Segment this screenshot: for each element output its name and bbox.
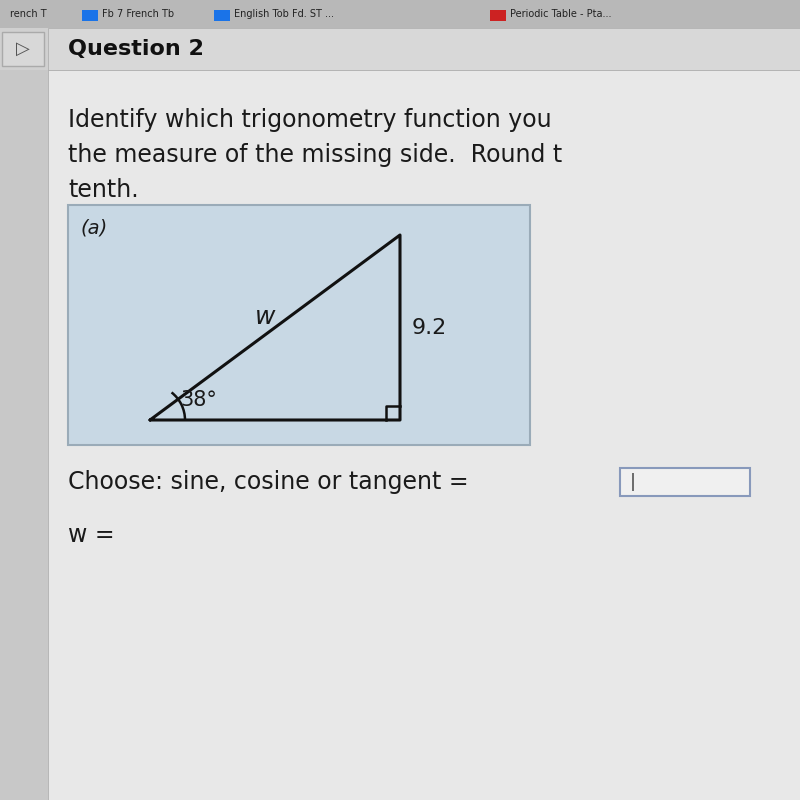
Text: (a): (a) [80,218,107,238]
FancyBboxPatch shape [620,468,750,496]
Text: English Tob Fd. ST ...: English Tob Fd. ST ... [234,9,334,19]
FancyBboxPatch shape [490,10,506,21]
Text: ▷: ▷ [16,40,30,58]
Text: w =: w = [68,523,114,547]
Text: tenth.: tenth. [68,178,138,202]
Text: Question 2: Question 2 [68,39,204,59]
FancyBboxPatch shape [214,10,230,21]
Text: 38°: 38° [180,390,217,410]
FancyBboxPatch shape [48,70,800,800]
Text: Choose: sine, cosine or tangent =: Choose: sine, cosine or tangent = [68,470,469,494]
FancyBboxPatch shape [0,0,800,28]
FancyBboxPatch shape [0,28,800,70]
Text: Fb 7 French Tb: Fb 7 French Tb [102,9,174,19]
FancyBboxPatch shape [2,32,44,66]
Text: the measure of the missing side.  Round t: the measure of the missing side. Round t [68,143,562,167]
Text: Identify which trigonometry function you: Identify which trigonometry function you [68,108,552,132]
FancyBboxPatch shape [68,205,530,445]
Text: Periodic Table - Pta...: Periodic Table - Pta... [510,9,611,19]
Text: w: w [255,306,275,330]
Text: rench T: rench T [10,9,46,19]
FancyBboxPatch shape [82,10,98,21]
FancyBboxPatch shape [48,28,800,70]
Text: |: | [630,473,636,491]
Text: 9.2: 9.2 [412,318,447,338]
